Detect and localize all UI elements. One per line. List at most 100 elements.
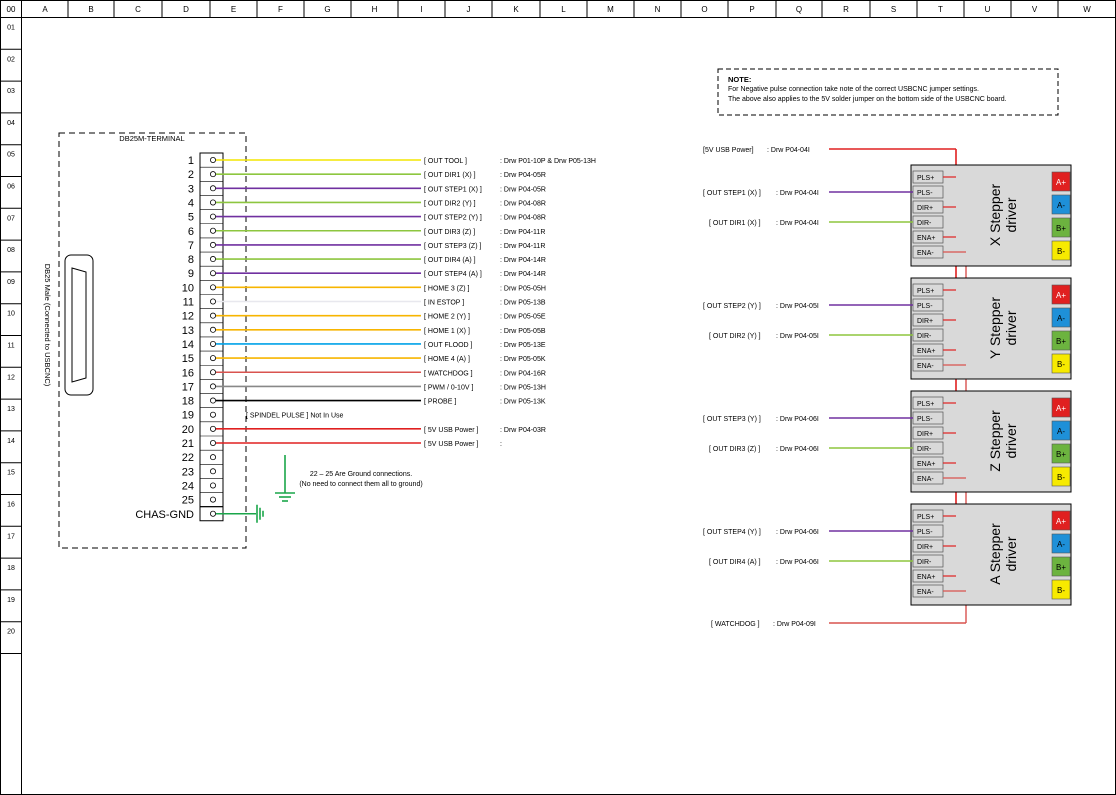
pin-screw-icon — [209, 496, 216, 503]
ground-note: (No need to connect them all to ground) — [299, 481, 422, 488]
chassis-label: CHAS-GND — [135, 509, 194, 521]
driver-output-terminal — [1051, 171, 1071, 192]
driver-input-label: ENA+ — [917, 235, 935, 242]
pin-number: 10 — [182, 282, 194, 294]
column-label: A — [42, 5, 48, 14]
driver-output-label: A- — [1057, 427, 1065, 436]
driver-input-label: ENA- — [917, 476, 934, 483]
pin-reference: : Drw P01-10P & Drw P05-13H — [500, 158, 596, 165]
row-label: 12 — [7, 374, 15, 381]
column-label: O — [701, 5, 707, 14]
driver-input-label: ENA- — [917, 363, 934, 370]
row-label: 19 — [7, 597, 15, 604]
pin-label: [ OUT DIR4 (A) ] — [424, 257, 476, 264]
driver-output-terminal — [1051, 510, 1071, 531]
pin-label: [ 5V USB Power ] — [424, 427, 479, 434]
row-label: 20 — [7, 629, 15, 636]
terminal-dashed-frame — [58, 132, 247, 549]
column-label: M — [607, 5, 614, 14]
pin-screw-icon — [209, 227, 216, 234]
row-label: 07 — [7, 215, 15, 222]
dir-input-label: [ OUT DIR2 (Y) ] — [709, 333, 761, 340]
pin-reference: : Drw P05-13H — [500, 384, 546, 391]
column-label: C — [135, 5, 141, 14]
pin-reference: : Drw P05-13B — [500, 300, 546, 307]
driver-input-label: PLS- — [917, 416, 933, 423]
pin-screw-icon — [209, 256, 216, 263]
pin-number: 23 — [182, 466, 194, 478]
pin-number: 5 — [188, 212, 194, 224]
driver-input-label: PLS+ — [917, 288, 934, 295]
dir-input-reference: : Drw P04-05I — [776, 333, 819, 340]
pin-label: [ OUT DIR3 (Z) ] — [424, 229, 475, 236]
pin-screw-icon — [209, 199, 216, 206]
driver-output-label: B- — [1057, 473, 1065, 482]
pin-number: 20 — [182, 424, 194, 436]
driver-input-label: PLS- — [917, 529, 933, 536]
driver-output-label: A+ — [1056, 404, 1066, 413]
row-label: 09 — [7, 279, 15, 286]
step-input-reference: : Drw P04-06I — [776, 416, 819, 423]
pin-label: [ HOME 1 (X) ] — [424, 328, 470, 335]
driver-output-label: A+ — [1056, 517, 1066, 526]
pin-screw-icon — [209, 185, 216, 192]
db25-connector-icon — [71, 267, 87, 383]
column-label: F — [278, 5, 283, 14]
driver-output-terminal — [1051, 307, 1071, 328]
step-input-label: [ OUT STEP4 (Y) ] — [703, 529, 761, 536]
pin-number: 16 — [182, 367, 194, 379]
column-label: S — [891, 5, 896, 14]
driver-output-terminal — [1051, 556, 1071, 577]
pin-reference: : Drw P04-14R — [500, 257, 546, 264]
column-label: B — [88, 5, 93, 14]
row-label: 10 — [7, 311, 15, 318]
dir-input-reference: : Drw P04-06I — [776, 446, 819, 453]
note-box — [717, 68, 1059, 116]
pin-label: [ PWM / 0-10V ] — [424, 384, 473, 391]
column-header-band — [0, 0, 1116, 18]
row-label: 18 — [7, 565, 15, 572]
driver-output-label: B- — [1057, 247, 1065, 256]
pin-screw-icon — [209, 270, 216, 277]
driver-input-label: DIR- — [917, 220, 932, 227]
pin-number: 8 — [188, 254, 194, 266]
dir-input-reference: : Drw P04-06I — [776, 559, 819, 566]
note-line: For Negative pulse connection take note … — [728, 86, 979, 93]
driver-output-label: A- — [1057, 314, 1065, 323]
watchdog-reference: : Drw P04-09I — [773, 621, 816, 628]
pin-reference: : Drw P05-05E — [500, 314, 546, 321]
pin-screw-icon — [209, 241, 216, 248]
pin-label: [ OUT STEP4 (A) ] — [424, 271, 482, 278]
driver-name: Y Stepperdriver — [987, 297, 1019, 359]
driver-input-label: DIR+ — [917, 544, 933, 551]
power-input-label: [5V USB Power] — [703, 147, 754, 154]
pin-label: [ OUT DIR2 (Y) ] — [424, 200, 476, 207]
pin-label: [ OUT STEP1 (X) ] — [424, 186, 482, 193]
pin-label: [ PROBE ] — [424, 399, 456, 406]
pin-screw-icon — [209, 156, 216, 163]
driver-name: A Stepperdriver — [987, 523, 1019, 585]
step-input-label: [ OUT STEP2 (Y) ] — [703, 303, 761, 310]
pin-number: 13 — [182, 325, 194, 337]
column-label: R — [843, 5, 849, 14]
row-label: 15 — [7, 470, 15, 477]
driver-output-terminal — [1051, 579, 1071, 600]
driver-name: Z Stepperdriver — [987, 410, 1019, 472]
row-label: 13 — [7, 406, 15, 413]
pin-reference: : Drw P04-11R — [500, 243, 545, 250]
column-label: W — [1083, 5, 1091, 14]
pin-screw-icon — [209, 213, 216, 220]
row-label: 02 — [7, 56, 15, 63]
pin-screw-icon — [209, 340, 216, 347]
driver-output-terminal — [1051, 217, 1071, 238]
terminal-title: DB25M-TERMINAL — [119, 134, 184, 143]
row-label: 08 — [7, 247, 15, 254]
pin-number: 4 — [188, 197, 194, 209]
pin-label: [ OUT STEP3 (Z) ] — [424, 243, 481, 250]
power-input-reference: : Drw P04-04I — [767, 147, 810, 154]
column-label: H — [372, 5, 378, 14]
pin-number: 25 — [182, 495, 194, 507]
driver-output-label: B+ — [1056, 563, 1066, 572]
driver-output-terminal — [1051, 194, 1071, 215]
pin-label: [ OUT FLOOD ] — [424, 342, 473, 349]
